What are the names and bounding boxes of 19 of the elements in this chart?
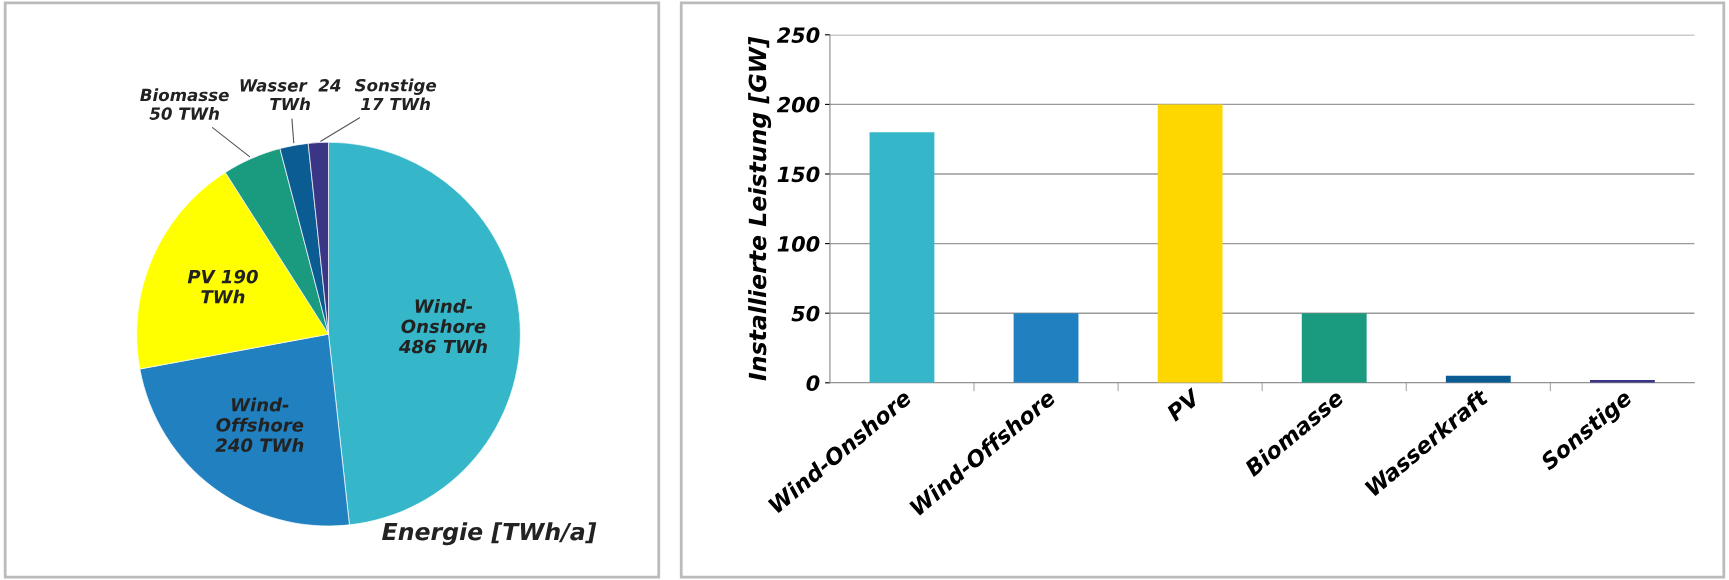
bar [869, 132, 935, 383]
x-tick-label: PV [1165, 387, 1203, 422]
y-tick-label: 0 [806, 375, 820, 392]
slice-label: PV 190 TWh [187, 269, 258, 304]
bar [1157, 104, 1223, 383]
y-axis-title: Installierte Leistung [GW] [748, 36, 772, 381]
y-tick-label: 200 [776, 96, 820, 113]
slice-label: Wasser 24 TWh [240, 79, 341, 111]
y-tick-label: 250 [776, 27, 820, 44]
bar [1301, 313, 1367, 383]
bar [1013, 313, 1079, 383]
y-tick-label: 100 [777, 236, 820, 252]
slice-label: Biomasse 50 TWh [140, 88, 229, 120]
slice-label: Wind- Offshore 240 TWh [215, 397, 304, 452]
slice-label: Sonstige 17 TWh [354, 78, 437, 111]
slice-label: Wind- Onshore 486 TWh [398, 298, 487, 354]
y-tick-label: 150 [777, 166, 820, 183]
text: Energie [TWh/a] [382, 522, 597, 546]
y-tick-label: 50 [791, 305, 820, 322]
